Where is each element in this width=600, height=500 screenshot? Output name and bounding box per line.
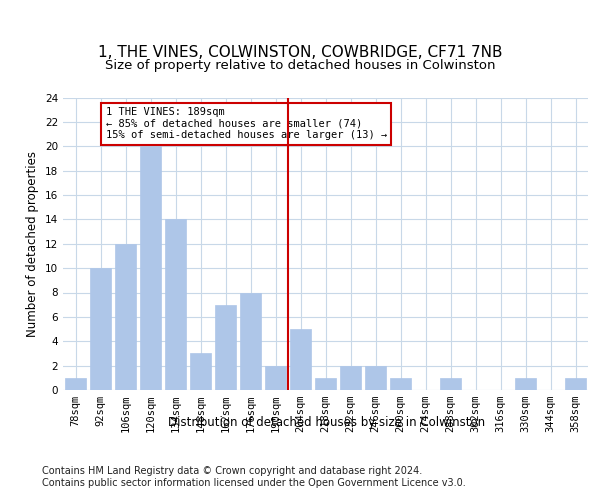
Bar	[115, 244, 136, 390]
Bar	[515, 378, 536, 390]
Bar	[165, 220, 186, 390]
Bar	[65, 378, 86, 390]
Bar	[565, 378, 586, 390]
Text: Contains public sector information licensed under the Open Government Licence v3: Contains public sector information licen…	[42, 478, 466, 488]
Bar	[390, 378, 411, 390]
Y-axis label: Number of detached properties: Number of detached properties	[26, 151, 40, 337]
Bar	[340, 366, 361, 390]
Text: 1 THE VINES: 189sqm
← 85% of detached houses are smaller (74)
15% of semi-detach: 1 THE VINES: 189sqm ← 85% of detached ho…	[106, 108, 387, 140]
Bar	[265, 366, 286, 390]
Bar	[140, 146, 161, 390]
Bar	[315, 378, 336, 390]
Text: 1, THE VINES, COLWINSTON, COWBRIDGE, CF71 7NB: 1, THE VINES, COLWINSTON, COWBRIDGE, CF7…	[98, 45, 502, 60]
Text: Contains HM Land Registry data © Crown copyright and database right 2024.: Contains HM Land Registry data © Crown c…	[42, 466, 422, 476]
Text: Size of property relative to detached houses in Colwinston: Size of property relative to detached ho…	[105, 60, 495, 72]
Bar	[215, 304, 236, 390]
Bar	[240, 292, 261, 390]
Bar	[440, 378, 461, 390]
Text: Distribution of detached houses by size in Colwinston: Distribution of detached houses by size …	[169, 416, 485, 429]
Bar	[90, 268, 111, 390]
Bar	[190, 354, 211, 390]
Bar	[290, 329, 311, 390]
Bar	[365, 366, 386, 390]
